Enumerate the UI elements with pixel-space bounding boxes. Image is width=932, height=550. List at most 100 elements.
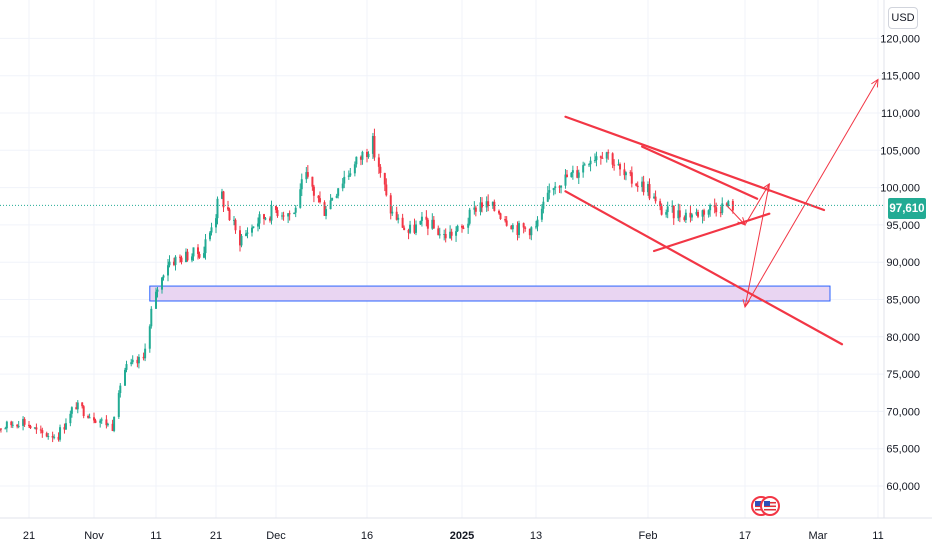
- currency-selector[interactable]: USD: [888, 7, 918, 29]
- candle: [161, 276, 163, 294]
- candle-body: [485, 201, 488, 208]
- candle-body: [491, 201, 494, 206]
- candle-body: [305, 172, 308, 180]
- candle: [174, 255, 177, 271]
- candle: [94, 418, 97, 424]
- time-axis[interactable]: 21 Nov 11 21 Dec 16 2025 13 Feb 17 Mar 11: [0, 517, 932, 542]
- candle: [371, 132, 374, 159]
- candle-body: [331, 197, 334, 201]
- candle-body: [511, 225, 514, 230]
- candle-body: [613, 164, 616, 166]
- candle-body: [355, 156, 358, 165]
- candle-body: [203, 253, 205, 258]
- candle-body: [468, 209, 471, 224]
- candle: [530, 226, 533, 241]
- price-axis-tick-label: 95,000: [886, 220, 920, 232]
- candle: [288, 210, 291, 221]
- candle: [456, 224, 459, 233]
- candle: [215, 214, 217, 234]
- candle-body: [611, 153, 614, 165]
- projection-arrowhead: [742, 299, 751, 309]
- candle: [64, 418, 67, 430]
- support-zone-rectangle[interactable]: [149, 285, 831, 302]
- price-axis-tick-label: 90,000: [886, 257, 920, 269]
- candle: [156, 287, 159, 298]
- candle: [613, 159, 616, 171]
- candle: [70, 406, 73, 418]
- candle: [695, 208, 698, 216]
- pennant-lower-line[interactable]: [652, 212, 771, 253]
- pennant-upper-line[interactable]: [641, 145, 759, 200]
- candle: [99, 418, 102, 428]
- candle: [148, 324, 151, 353]
- candle: [671, 200, 674, 213]
- candle-body: [565, 174, 568, 178]
- candle: [546, 185, 549, 203]
- candle-body: [221, 191, 223, 199]
- candle-body: [601, 157, 604, 159]
- candle-body: [444, 234, 447, 239]
- time-axis-tick-label: 21: [23, 530, 35, 542]
- candle-body: [659, 201, 662, 207]
- candle-body: [725, 203, 728, 207]
- candle-body: [401, 217, 404, 228]
- candle-body: [624, 172, 627, 176]
- candle: [701, 209, 704, 224]
- candle-body: [51, 436, 54, 438]
- candle: [522, 222, 525, 234]
- candle: [239, 225, 241, 252]
- candle: [276, 207, 279, 218]
- candle-body: [479, 202, 482, 212]
- candle: [461, 224, 463, 233]
- candle: [449, 225, 452, 239]
- candle: [419, 220, 422, 225]
- grid-lines: [0, 0, 884, 518]
- candle-body: [4, 428, 7, 430]
- candle-body: [317, 195, 320, 199]
- candle-body: [100, 419, 103, 421]
- events-layer[interactable]: [751, 496, 780, 516]
- candle: [516, 221, 519, 241]
- us-flag-events-icon[interactable]: [760, 496, 780, 516]
- candle: [5, 420, 8, 433]
- candle: [353, 161, 356, 177]
- candle-body: [552, 187, 555, 191]
- candle-body: [403, 227, 406, 231]
- upper-wedge-line[interactable]: [564, 115, 826, 212]
- candle: [76, 400, 79, 414]
- candle: [270, 200, 273, 225]
- candle-body: [407, 230, 410, 233]
- candle: [311, 176, 314, 191]
- candle: [420, 211, 423, 227]
- candle-body: [599, 156, 602, 158]
- candle: [245, 230, 247, 237]
- candle: [28, 420, 30, 428]
- candle: [498, 209, 500, 215]
- candle: [391, 206, 394, 216]
- price-axis-tick-label: 70,000: [886, 406, 920, 418]
- candle-body: [69, 413, 72, 424]
- lower-wedge-line[interactable]: [564, 190, 844, 346]
- candle: [191, 253, 193, 263]
- candle-body: [377, 157, 380, 167]
- candle: [234, 218, 237, 234]
- candle: [715, 202, 718, 217]
- candle: [665, 209, 668, 218]
- candle-body: [94, 420, 97, 423]
- candle-body: [456, 225, 459, 232]
- candle-body: [124, 369, 126, 386]
- candle-body: [11, 424, 14, 426]
- candle: [287, 212, 290, 224]
- candle-body: [660, 206, 663, 215]
- candle: [395, 206, 398, 221]
- candle-body: [385, 184, 388, 196]
- candle-body: [41, 430, 44, 434]
- candle: [462, 225, 465, 230]
- price-axis-tick-label: 115,000: [881, 71, 920, 83]
- candle-body: [45, 433, 48, 437]
- candle: [487, 194, 490, 212]
- price-axis[interactable]: 60,000 65,000 70,000 75,000 80,000 85,000 90,0…: [880, 0, 920, 518]
- candle: [136, 356, 139, 368]
- candle-body: [630, 172, 633, 184]
